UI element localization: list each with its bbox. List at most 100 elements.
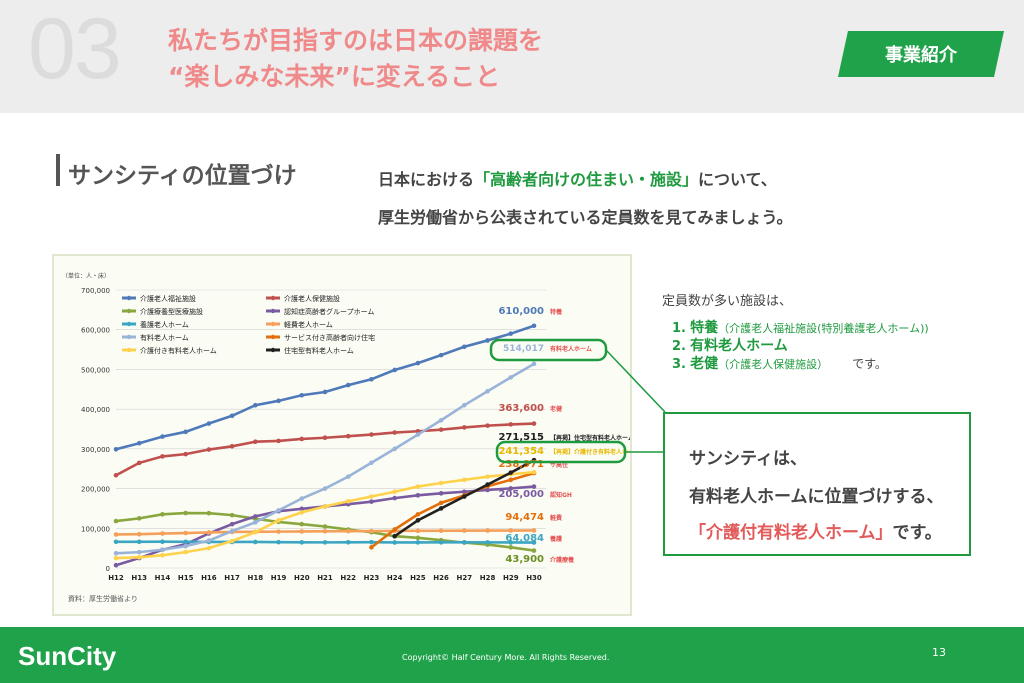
x-tick-label: H25 — [410, 574, 426, 582]
x-tick-label: H20 — [294, 574, 310, 582]
data-point — [206, 447, 212, 452]
y-tick-label: 200,000 — [81, 486, 110, 494]
end-series-label: 老健 — [549, 405, 562, 413]
legend-label: 認知症高齢者グループホーム — [284, 307, 374, 316]
data-point — [392, 527, 397, 532]
data-point — [508, 545, 514, 550]
legend-label: 住宅型有料老人ホーム — [284, 346, 354, 355]
copyright: Copyright© Half Century More. All Rights… — [402, 653, 610, 662]
x-tick-label: H14 — [155, 574, 171, 582]
legend-swatch-dot — [126, 334, 132, 340]
data-point — [299, 510, 305, 515]
legend-swatch-dot — [126, 308, 132, 314]
data-point — [485, 540, 490, 545]
data-point — [206, 530, 212, 535]
end-series-label: 介護療養 — [549, 556, 574, 564]
data-point — [392, 446, 397, 452]
data-point — [462, 344, 467, 350]
data-point — [322, 529, 328, 534]
data-point — [299, 496, 305, 501]
data-point — [299, 521, 305, 527]
data-point — [299, 436, 305, 442]
data-point — [392, 367, 397, 373]
data-point — [160, 552, 165, 558]
data-point — [415, 512, 421, 517]
data-point — [438, 491, 444, 496]
data-point — [299, 506, 305, 512]
data-point — [345, 382, 351, 388]
data-point — [113, 446, 119, 452]
end-value-label: 64,084 — [505, 533, 544, 544]
data-point — [276, 508, 281, 513]
data-point — [113, 532, 119, 537]
data-point — [345, 474, 351, 479]
data-point — [206, 538, 212, 543]
legend-label: 養護老人ホーム — [140, 320, 189, 329]
data-point — [415, 360, 421, 366]
data-point — [415, 540, 421, 545]
data-point — [160, 547, 165, 553]
data-point — [229, 521, 235, 527]
data-point — [113, 555, 119, 561]
end-value-label: 94,474 — [505, 512, 544, 523]
data-point — [415, 484, 421, 489]
data-point — [369, 494, 374, 499]
data-point — [508, 486, 514, 491]
page-number: 13 — [932, 646, 946, 659]
data-point — [462, 402, 467, 408]
y-tick-label: 700,000 — [81, 287, 110, 295]
data-point — [276, 518, 281, 523]
data-point — [206, 545, 212, 551]
data-point — [438, 528, 444, 534]
data-point — [206, 421, 212, 426]
legend-label: 介護付き有料老人ホーム — [140, 346, 217, 355]
data-point — [322, 389, 328, 395]
data-point — [136, 531, 142, 537]
data-point — [485, 338, 490, 343]
x-tick-label: H26 — [433, 574, 449, 582]
data-point — [206, 510, 212, 516]
x-tick-label: H28 — [480, 574, 496, 582]
data-point — [113, 551, 119, 556]
legend-swatch-dot — [270, 321, 276, 327]
data-point — [462, 425, 467, 430]
data-point — [462, 540, 467, 545]
callout-line2: 有料老人ホームに位置づけする、 — [689, 487, 944, 507]
callout-line1: サンシティは、 — [689, 449, 807, 469]
source-label: 資料：厚生労働省より — [68, 594, 138, 603]
data-point — [369, 545, 374, 550]
end-value-label: 241,354 — [498, 446, 544, 457]
end-value-label: 271,515 — [498, 432, 544, 443]
x-tick-label: H29 — [503, 574, 519, 582]
data-point — [485, 528, 490, 533]
x-tick-label: H13 — [131, 574, 147, 582]
data-point — [438, 540, 444, 545]
data-point — [345, 528, 351, 534]
end-series-label: 【再掲】住宅型有料老人ホーム — [550, 434, 630, 442]
suncity-callout: サンシティは、 有料老人ホームに位置づけする、 「介護付有料老人ホーム」です。 — [663, 412, 971, 556]
data-point — [253, 520, 258, 525]
data-point — [322, 486, 328, 491]
data-point — [276, 438, 281, 444]
legend-label: 介護老人保健施設 — [284, 294, 340, 303]
data-point — [253, 514, 258, 519]
data-point — [253, 529, 258, 535]
data-point — [508, 540, 514, 545]
data-point — [229, 512, 235, 518]
data-point — [160, 454, 165, 459]
data-point — [136, 440, 142, 446]
x-tick-label: H22 — [340, 574, 356, 582]
capacity-chart: （単位：人・床） 0 100,000 200,000 300,000 400,000 500… — [52, 254, 632, 616]
x-tick-label: H27 — [457, 574, 473, 582]
data-point — [415, 518, 421, 523]
data-point — [136, 549, 142, 555]
y-tick-label: 0 — [106, 565, 110, 573]
series-line — [370, 471, 535, 549]
legend-label: 介護老人福祉施設 — [140, 294, 196, 303]
data-point — [531, 323, 537, 329]
data-point — [136, 516, 142, 521]
legend-swatch-dot — [270, 308, 276, 314]
rank-item-2: 2. 有料老人ホーム — [672, 338, 788, 354]
intro-highlight: 「高齢者向けの住まい・施設」 — [474, 170, 699, 189]
data-point — [160, 531, 165, 536]
